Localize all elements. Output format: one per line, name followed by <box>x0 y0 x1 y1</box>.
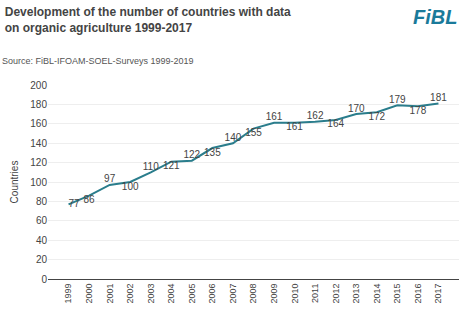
svg-text:2015: 2015 <box>392 284 402 304</box>
svg-text:20: 20 <box>36 254 48 265</box>
svg-text:180: 180 <box>30 99 47 110</box>
svg-text:FiBL: FiBL <box>413 6 457 28</box>
svg-text:162: 162 <box>307 110 324 121</box>
svg-text:Source: FiBL-IFOAM-SOEL-Survey: Source: FiBL-IFOAM-SOEL-Surveys 1999-201… <box>2 56 194 66</box>
svg-text:77: 77 <box>69 198 81 209</box>
svg-text:2007: 2007 <box>228 284 238 304</box>
svg-text:164: 164 <box>327 118 344 129</box>
svg-text:178: 178 <box>410 105 427 116</box>
svg-text:2010: 2010 <box>290 284 300 304</box>
svg-text:135: 135 <box>204 147 221 158</box>
svg-text:2012: 2012 <box>331 284 341 304</box>
svg-text:1999: 1999 <box>63 284 73 304</box>
svg-text:179: 179 <box>389 94 406 105</box>
svg-text:170: 170 <box>348 103 365 114</box>
svg-text:140: 140 <box>30 138 47 149</box>
svg-text:172: 172 <box>368 111 385 122</box>
svg-text:110: 110 <box>143 161 159 172</box>
svg-text:2005: 2005 <box>187 284 197 304</box>
svg-text:0: 0 <box>41 274 47 285</box>
svg-text:Development of the number of c: Development of the number of countries w… <box>5 5 291 35</box>
svg-text:2009: 2009 <box>269 284 279 304</box>
svg-text:2006: 2006 <box>207 284 217 304</box>
svg-text:2013: 2013 <box>351 284 361 304</box>
svg-text:60: 60 <box>36 215 48 226</box>
svg-text:2001: 2001 <box>105 284 115 304</box>
svg-text:100: 100 <box>30 177 47 188</box>
svg-text:2014: 2014 <box>372 284 382 304</box>
svg-text:2000: 2000 <box>84 284 94 304</box>
svg-text:161: 161 <box>286 121 303 132</box>
svg-text:200: 200 <box>30 80 47 91</box>
svg-text:120: 120 <box>30 157 47 168</box>
svg-text:121: 121 <box>163 160 180 171</box>
svg-text:2011: 2011 <box>310 284 320 303</box>
svg-text:181: 181 <box>430 92 447 103</box>
svg-text:160: 160 <box>30 118 47 129</box>
svg-text:Countries: Countries <box>9 161 20 204</box>
svg-text:140: 140 <box>225 132 242 143</box>
svg-text:100: 100 <box>122 181 139 192</box>
svg-text:122: 122 <box>184 149 201 160</box>
svg-text:2016: 2016 <box>413 284 423 304</box>
svg-text:2002: 2002 <box>125 284 135 304</box>
svg-text:80: 80 <box>36 196 48 207</box>
svg-text:86: 86 <box>84 194 96 205</box>
svg-text:2003: 2003 <box>146 284 156 304</box>
svg-text:2004: 2004 <box>166 284 176 304</box>
svg-text:161: 161 <box>266 111 283 122</box>
svg-text:2017: 2017 <box>433 284 443 304</box>
svg-text:97: 97 <box>104 173 116 184</box>
svg-text:155: 155 <box>245 127 262 138</box>
svg-text:40: 40 <box>36 235 48 246</box>
svg-text:2008: 2008 <box>248 284 258 304</box>
